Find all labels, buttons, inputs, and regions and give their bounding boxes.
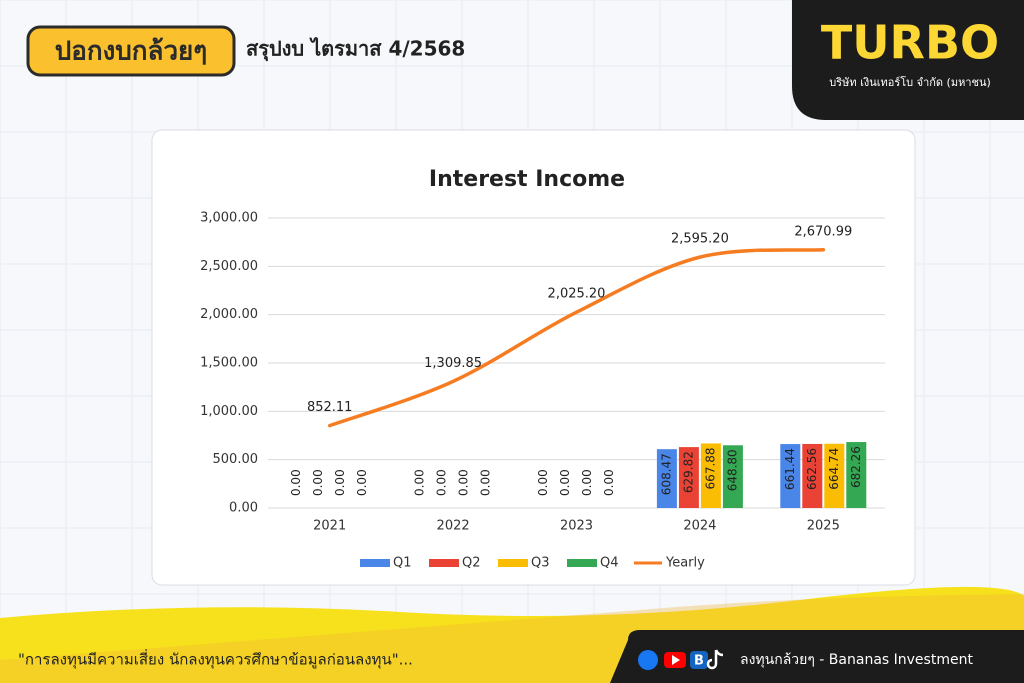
line-value-label: 2,595.20 [671,232,729,247]
x-tick-label: 2023 [560,519,593,534]
bar-value-label: 0.00 [435,469,449,496]
line-value-label: 2,025.20 [548,287,606,302]
bar-value-label: 0.00 [479,469,493,496]
bar [780,444,801,508]
line-value-label: 1,309.85 [424,356,482,371]
legend-swatch [429,559,459,567]
tiktok-icon [706,649,724,670]
line-value-label: 2,670.99 [794,224,852,239]
chart-card [151,129,916,586]
bar-value-label: 0.00 [558,469,572,496]
legend-label: Q3 [531,556,550,571]
x-tick-label: 2024 [683,519,716,534]
disclaimer: "การลงทุนมีความเสี่ยง นักลงทุนควรศึกษาข้… [18,649,413,670]
y-tick-label: 1,500.00 [200,356,258,371]
bar-value-label: 0.00 [580,469,594,496]
bar-value-label: 667.88 [703,447,717,489]
bar [678,447,699,508]
bar [700,443,721,508]
bar-value-label: 0.00 [413,469,427,496]
x-tick-label: 2021 [313,519,346,534]
blog-icon-letter: B [694,654,704,669]
logo-text: ปอกงบกล้วยๆ [55,37,208,67]
line [327,248,826,428]
legend-label: Q2 [462,556,481,571]
chart-title: Interest Income [429,167,625,192]
brand-panel [792,0,1024,120]
bar-value-label: 664.74 [827,448,841,490]
y-tick-label: 2,500.00 [200,259,258,274]
channel-name: ลงทุนกล้วยๆ - Bananas Investment [740,652,973,668]
youtube-play [672,655,680,665]
header-subtitle: สรุปงบ ไตรมาส 4/2568 [246,37,465,62]
y-tick-label: 0.00 [229,501,258,516]
legend-label: Q1 [393,556,412,571]
legend-label: Q4 [600,556,619,571]
legend-swatch [360,559,390,567]
bar-value-label: 662.56 [805,448,819,490]
facebook-icon [638,650,658,670]
bar-value-label: 661.44 [783,448,797,490]
bar-value-label: 0.00 [355,469,369,496]
bar-value-label: 0.00 [602,469,616,496]
brand-name: TURBO [821,16,999,70]
y-tick-label: 1,000.00 [200,404,258,419]
blog-icon [690,651,708,669]
bar-value-label: 648.80 [725,449,739,491]
channel-panel [610,630,1024,683]
bar-value-label: 0.00 [536,469,550,496]
bar-value-label: 0.00 [457,469,471,496]
company-name: บริษัท เงินเทอร์โบ จำกัด (มหาชน) [829,75,991,89]
bar-value-label: 629.82 [681,451,695,493]
x-tick-label: 2025 [807,519,840,534]
x-tick-label: 2022 [437,519,470,534]
legend-label: Yearly [665,556,705,571]
logo-badge [26,25,236,77]
bar-value-label: 0.00 [311,469,325,496]
y-tick-label: 3,000.00 [200,211,258,226]
bar-value-label: 0.00 [333,469,347,496]
line-value-label: 852.11 [307,400,353,415]
bar [824,443,845,508]
bar [722,445,743,508]
bar-value-label: 608.47 [659,453,673,495]
y-tick-label: 2,000.00 [200,307,258,322]
chart: 0.00 500.00 1,000.00 1,500.00 2,000.00 2,500.… [200,211,885,571]
legend-swatch [567,559,597,567]
y-tick-label: 500.00 [213,452,259,467]
bar [846,442,867,508]
legend-swatch [498,559,528,567]
bar [802,443,823,508]
bar [656,449,677,508]
bar-value-label: 682.26 [849,446,863,488]
bar-value-label: 0.00 [289,469,303,496]
